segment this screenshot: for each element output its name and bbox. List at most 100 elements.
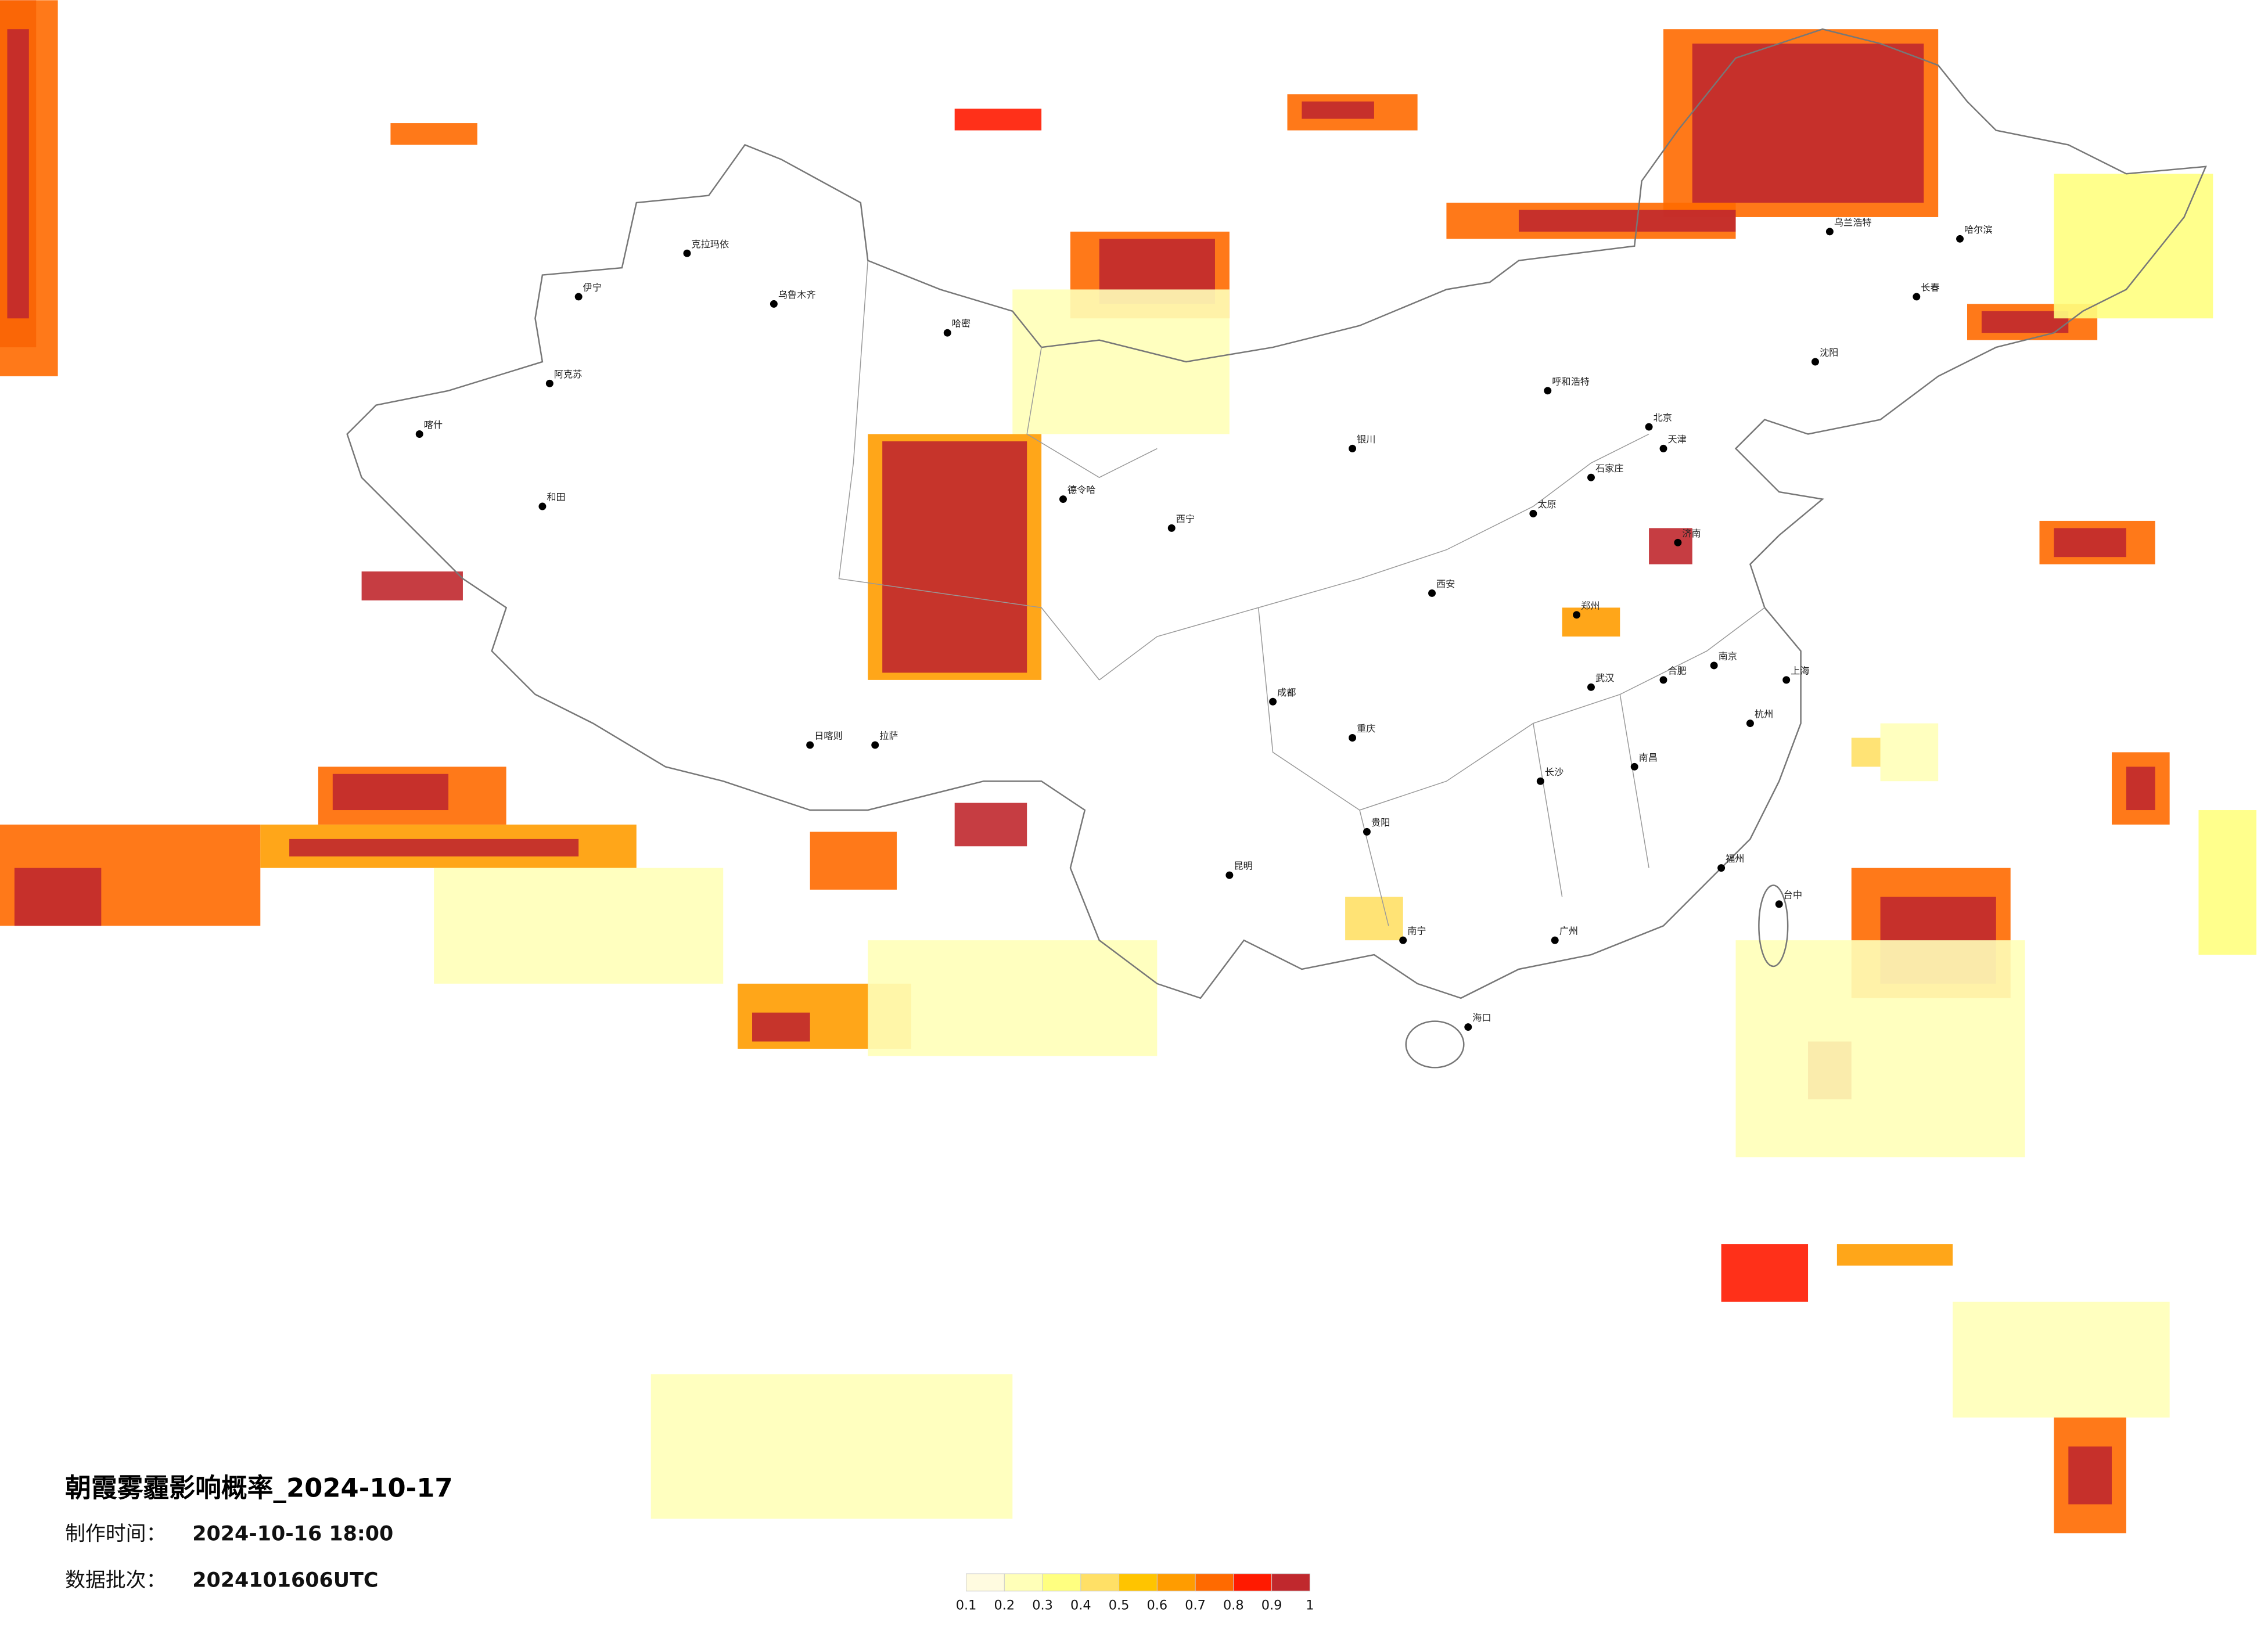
heat-patch [434,868,724,984]
country-outline [346,28,2207,999]
heat-patch [2198,810,2257,955]
heat-patch [1735,940,2025,1157]
city-label: 西安 [1436,578,1455,589]
heat-patch [1692,44,1924,203]
city-dot [943,329,951,337]
city-dot [574,293,583,301]
city-dot [1551,936,1559,944]
city-label: 哈密 [952,318,971,329]
city-dot [806,741,814,749]
city-dot [1717,864,1726,872]
city-label: 银川 [1357,434,1375,445]
legend-swatch [1042,1573,1081,1592]
city-dot [1825,228,1834,236]
city-label: 天津 [1667,434,1686,445]
heat-patch [2054,528,2126,557]
city-dot [1659,444,1667,452]
legend-tick-label: 0.6 [1147,1598,1168,1613]
legend-tick-label: 0.7 [1185,1598,1206,1613]
city-label: 贵阳 [1371,817,1390,828]
city-label: 阿克苏 [554,369,583,380]
legend-tick-label: 0.5 [1109,1598,1130,1613]
city-dot [1167,524,1176,532]
city-label: 哈尔滨 [1964,224,1993,235]
city-label: 成都 [1277,687,1296,698]
city-label: 福州 [1726,853,1744,864]
legend-swatch [1195,1573,1234,1592]
heat-patch [2126,767,2155,811]
city-label: 合肥 [1667,665,1686,676]
heat-patch [954,109,1042,131]
heat-patch [1649,528,1692,564]
city-dot [1811,358,1819,366]
heat-patch [752,1012,810,1042]
city-dot [415,430,423,438]
heat-patch [14,868,102,926]
city-label: 乌鲁木齐 [778,289,816,300]
taiwan-outline [1758,884,1789,967]
legend-swatch [1080,1573,1120,1592]
city-dot [1573,611,1581,619]
city-dot [1544,387,1552,395]
city-dot [1225,871,1234,879]
city-label: 武汉 [1595,672,1614,684]
city-dot [1674,538,1682,546]
city-label: 呼和浩特 [1552,376,1590,387]
city-label: 沈阳 [1820,347,1838,358]
heat-patch [1880,723,1939,782]
city-dot [770,300,778,308]
legend-tick-label: 1 [1306,1598,1314,1613]
city-label: 日喀则 [814,731,843,742]
city-label: 太原 [1537,499,1556,510]
heat-patch [1851,738,1881,767]
city-dot [1587,473,1595,481]
city-dot [1269,697,1277,706]
city-dot [1529,510,1537,517]
heat-patch [1953,1301,2170,1418]
city-label: 重庆 [1357,723,1375,734]
heat-layer [0,0,2257,1534]
city-dot [1349,444,1357,452]
legend-tick-label: 0.3 [1032,1598,1053,1613]
city-label: 拉萨 [879,731,898,742]
city-dot [1913,293,1921,301]
city-label: 和田 [547,492,565,503]
heat-patch [810,832,897,890]
city-dot [1659,676,1667,684]
legend-tick-label: 0.1 [956,1598,977,1613]
title: 朝霞雾霾影响概率_2024-10-17 [65,1473,453,1503]
city-dot [1630,762,1638,771]
legend-swatch [1119,1573,1158,1592]
legend-swatch [1233,1573,1273,1592]
city-label: 喀什 [424,419,443,430]
city-label: 广州 [1559,926,1578,937]
city-label: 南京 [1719,651,1737,662]
province-borders [838,260,1765,926]
legend: 0.1 0.2 0.3 0.4 0.5 0.6 0.7 0.8 0.9 1 [956,1573,1314,1613]
city-label: 南昌 [1639,752,1658,763]
city-dot [871,741,879,749]
heat-patch [954,803,1027,847]
city-dot [1746,720,1754,728]
legend-tick-label: 0.8 [1223,1598,1244,1613]
data-batch-label: 数据批次： [65,1569,166,1592]
city-label: 海口 [1472,1012,1491,1023]
legend-swatch [1156,1573,1196,1592]
hainan-outline [1405,1020,1465,1069]
city-dot [1428,589,1436,597]
heat-patch [1302,101,1374,119]
heat-patch [2054,174,2213,319]
heat-patch [361,571,463,600]
heat-patch [1836,1244,1953,1266]
city-label: 克拉玛依 [691,239,729,250]
city-label: 乌兰浩特 [1834,217,1872,228]
city-dot [1349,734,1357,742]
city-dot [1782,676,1791,684]
legend-swatch [966,1573,1005,1592]
heat-patch [289,839,579,857]
heat-patch [1562,607,1620,637]
issue-time-value: 2024-10-16 18:00 [192,1523,393,1546]
heat-patch [882,441,1027,673]
